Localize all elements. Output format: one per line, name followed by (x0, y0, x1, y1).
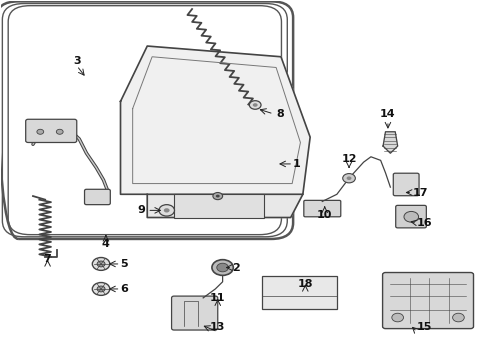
Circle shape (211, 260, 233, 275)
FancyBboxPatch shape (392, 173, 418, 196)
Polygon shape (120, 46, 309, 194)
Bar (174, 194, 264, 217)
FancyBboxPatch shape (84, 189, 110, 204)
Text: 18: 18 (297, 279, 312, 289)
Text: 10: 10 (316, 210, 332, 220)
FancyBboxPatch shape (171, 296, 217, 330)
Text: 12: 12 (341, 154, 356, 164)
Polygon shape (147, 194, 302, 217)
Circle shape (163, 208, 169, 212)
Text: 11: 11 (209, 293, 225, 303)
Text: 9: 9 (137, 205, 144, 215)
Circle shape (159, 204, 174, 216)
Circle shape (391, 313, 403, 322)
Circle shape (212, 193, 222, 200)
Circle shape (452, 313, 463, 322)
Circle shape (97, 286, 105, 292)
Circle shape (56, 129, 63, 134)
Circle shape (215, 195, 219, 198)
Text: 15: 15 (416, 322, 431, 332)
Text: 8: 8 (276, 109, 283, 119)
Text: 1: 1 (292, 159, 300, 169)
Circle shape (249, 101, 261, 109)
Circle shape (92, 257, 110, 270)
Polygon shape (382, 132, 397, 153)
Bar (261, 276, 336, 309)
Text: 4: 4 (102, 239, 110, 249)
Text: 13: 13 (210, 322, 225, 332)
Text: 7: 7 (43, 254, 51, 264)
Text: 17: 17 (411, 188, 427, 198)
Circle shape (216, 263, 228, 272)
Text: 6: 6 (120, 284, 128, 294)
FancyBboxPatch shape (382, 273, 472, 329)
Circle shape (252, 103, 257, 107)
Circle shape (403, 211, 418, 222)
Circle shape (97, 261, 105, 267)
FancyBboxPatch shape (395, 205, 426, 228)
Circle shape (346, 176, 351, 180)
Text: 14: 14 (379, 109, 395, 119)
Circle shape (92, 283, 110, 296)
Text: 16: 16 (416, 218, 432, 228)
FancyBboxPatch shape (26, 119, 77, 143)
Circle shape (37, 129, 43, 134)
FancyBboxPatch shape (303, 201, 340, 217)
Circle shape (342, 174, 355, 183)
Text: 5: 5 (120, 259, 128, 269)
Text: 3: 3 (73, 56, 81, 66)
Text: 2: 2 (232, 262, 240, 273)
